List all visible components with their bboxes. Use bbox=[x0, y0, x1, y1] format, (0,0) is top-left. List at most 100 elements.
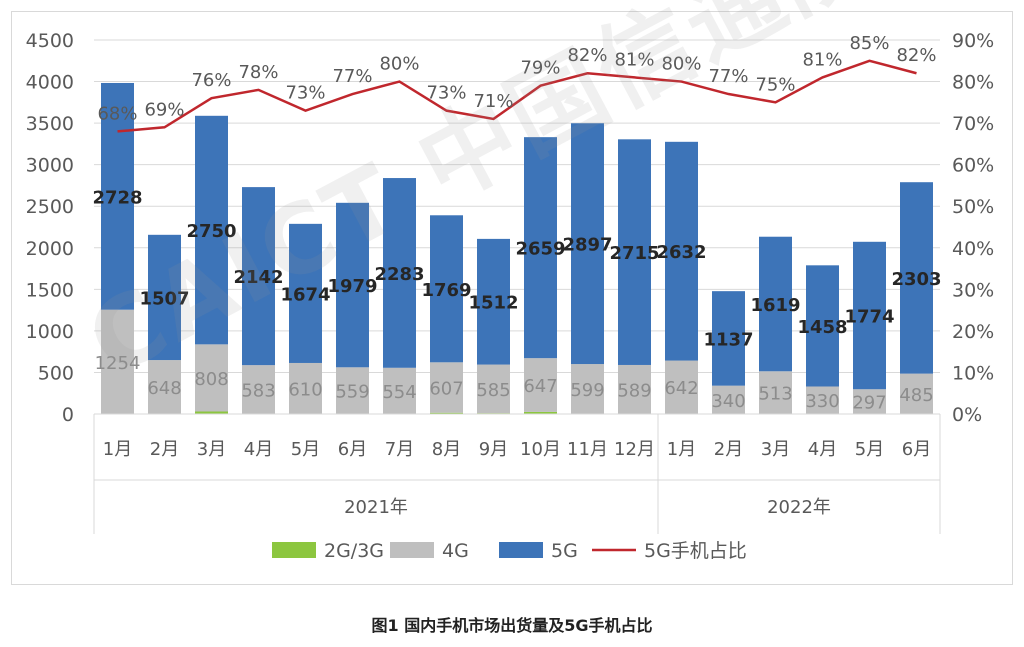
bar-5g bbox=[665, 141, 698, 361]
bar-5g bbox=[806, 265, 839, 387]
data-label-5g: 1774 bbox=[844, 307, 894, 328]
share-label: 69% bbox=[144, 99, 184, 120]
x-tick-label: 5月 bbox=[855, 439, 884, 460]
y2-tick-label: 60% bbox=[952, 155, 994, 177]
bar-5g bbox=[712, 291, 745, 386]
legend-label: 5G bbox=[551, 540, 578, 562]
chart-frame: 0 500 1000 1500 2000 2500 3000 3500 4000 4500 0% 10… bbox=[11, 11, 1013, 585]
data-label-5g: 2303 bbox=[891, 269, 941, 290]
data-label-5g: 2659 bbox=[515, 239, 565, 260]
share-label: 71% bbox=[473, 91, 513, 112]
share-line bbox=[117, 59, 917, 133]
figure-caption: 图1 国内手机市场出货量及5G手机占比 bbox=[371, 616, 653, 635]
bar-4g bbox=[383, 367, 416, 414]
share-label: 79% bbox=[520, 58, 560, 79]
year-label: 2022年 bbox=[767, 497, 831, 518]
bar-4g bbox=[853, 389, 886, 414]
y2-tick-label: 50% bbox=[952, 196, 994, 218]
data-label-4g: 648 bbox=[147, 378, 181, 399]
share-label: 81% bbox=[614, 49, 654, 70]
bar-4g bbox=[430, 362, 463, 413]
bar-5g bbox=[524, 137, 557, 359]
y2-tick-label: 70% bbox=[952, 113, 994, 135]
bar-4g bbox=[759, 371, 792, 414]
data-label-5g: 2632 bbox=[656, 242, 706, 263]
y2-tick-label: 30% bbox=[952, 279, 994, 301]
x-tick-label: 7月 bbox=[385, 439, 414, 460]
share-label: 85% bbox=[849, 33, 889, 54]
x-tick-label: 3月 bbox=[761, 439, 790, 460]
x-tick-label: 6月 bbox=[902, 439, 931, 460]
bar-2g-3g bbox=[524, 411, 557, 414]
legend-swatch bbox=[390, 542, 434, 558]
y2-tick-label: 80% bbox=[952, 72, 994, 94]
y-tick-label: 3000 bbox=[26, 155, 74, 177]
data-label-5g: 1674 bbox=[280, 284, 330, 305]
data-label-4g: 585 bbox=[476, 380, 510, 401]
data-label-4g: 808 bbox=[194, 369, 228, 390]
legend-label: 2G/3G bbox=[324, 540, 384, 562]
bar-5g bbox=[853, 241, 886, 390]
share-label: 77% bbox=[332, 66, 372, 87]
data-label-4g: 330 bbox=[805, 391, 839, 412]
legend-label: 4G bbox=[442, 540, 469, 562]
legend-swatch bbox=[499, 542, 543, 558]
x-tick-label: 10月 bbox=[520, 439, 561, 460]
share-label: 68% bbox=[97, 103, 137, 124]
data-label-5g: 1619 bbox=[750, 295, 800, 316]
y-tick-label: 3500 bbox=[26, 113, 74, 135]
data-label-4g: 583 bbox=[241, 380, 275, 401]
data-label-5g: 1979 bbox=[327, 276, 377, 297]
y2-tick-label: 10% bbox=[952, 362, 994, 384]
share-label: 77% bbox=[708, 66, 748, 87]
bar-5g bbox=[477, 238, 510, 365]
data-label-5g: 1769 bbox=[421, 280, 471, 301]
share-label: 78% bbox=[238, 62, 278, 83]
x-tick-label: 9月 bbox=[479, 439, 508, 460]
bar-5g bbox=[571, 123, 604, 365]
data-label-4g: 485 bbox=[899, 385, 933, 406]
data-label-5g: 2283 bbox=[374, 264, 424, 285]
y-tick-label: 1000 bbox=[26, 321, 74, 343]
share-label: 81% bbox=[802, 49, 842, 70]
data-label-5g: 1458 bbox=[797, 317, 847, 338]
data-label-5g: 1512 bbox=[468, 293, 518, 314]
x-tick-label: 2月 bbox=[150, 439, 179, 460]
x-tick-label: 12月 bbox=[614, 439, 655, 460]
bar-2g-3g bbox=[430, 412, 463, 414]
data-label-5g: 1507 bbox=[139, 288, 189, 309]
data-label-4g: 513 bbox=[758, 384, 792, 405]
x-tick-label: 1月 bbox=[667, 439, 696, 460]
x-tick-label: 2月 bbox=[714, 439, 743, 460]
y2-tick-label: 40% bbox=[952, 238, 994, 260]
y2-tick-label: 0% bbox=[952, 404, 982, 426]
bar-5g bbox=[195, 115, 228, 345]
y-tick-label: 500 bbox=[38, 362, 74, 384]
y2-tick-label: 90% bbox=[952, 30, 994, 52]
data-label-5g: 2897 bbox=[562, 235, 612, 256]
bar-4g bbox=[195, 344, 228, 412]
bar-4g bbox=[148, 360, 181, 414]
bar-4g bbox=[618, 364, 651, 414]
share-label: 73% bbox=[426, 83, 466, 104]
bar-4g bbox=[242, 365, 275, 414]
share-label: 80% bbox=[379, 54, 419, 75]
x-tick-label: 1月 bbox=[103, 439, 132, 460]
share-label: 82% bbox=[896, 45, 936, 66]
x-tick-label: 6月 bbox=[338, 439, 367, 460]
x-tick-label: 4月 bbox=[808, 439, 837, 460]
legend-swatch bbox=[272, 542, 316, 558]
y-tick-label: 2000 bbox=[26, 238, 74, 260]
data-label-4g: 554 bbox=[382, 382, 416, 403]
bar-2g-3g bbox=[195, 411, 228, 414]
share-label: 73% bbox=[285, 83, 325, 104]
data-label-4g: 647 bbox=[523, 376, 557, 397]
year-label: 2021年 bbox=[344, 497, 408, 518]
bar-5g bbox=[148, 234, 181, 361]
bar-4g bbox=[712, 385, 745, 414]
bar-5g bbox=[289, 223, 322, 363]
data-label-5g: 2750 bbox=[186, 221, 236, 242]
x-tick-label: 3月 bbox=[197, 439, 226, 460]
x-tick-label: 8月 bbox=[432, 439, 461, 460]
legend-label: 5G手机占比 bbox=[644, 540, 747, 562]
